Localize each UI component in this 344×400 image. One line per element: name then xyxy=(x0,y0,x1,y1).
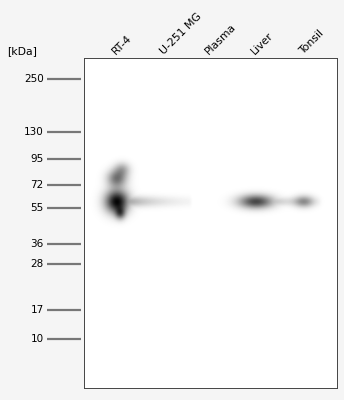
Text: 95: 95 xyxy=(31,154,44,164)
Text: 72: 72 xyxy=(31,180,44,190)
Text: [kDa]: [kDa] xyxy=(7,46,37,56)
Text: Plasma: Plasma xyxy=(204,22,238,56)
Text: Tonsil: Tonsil xyxy=(297,28,325,56)
Text: 55: 55 xyxy=(31,203,44,213)
Text: 28: 28 xyxy=(31,259,44,269)
Text: 36: 36 xyxy=(31,240,44,250)
Text: RT-4: RT-4 xyxy=(110,33,133,56)
Text: Liver: Liver xyxy=(249,30,275,56)
Text: 250: 250 xyxy=(24,74,44,84)
Text: 10: 10 xyxy=(31,334,44,344)
Text: 17: 17 xyxy=(31,306,44,316)
Text: 130: 130 xyxy=(24,127,44,137)
Text: U-251 MG: U-251 MG xyxy=(158,11,203,56)
